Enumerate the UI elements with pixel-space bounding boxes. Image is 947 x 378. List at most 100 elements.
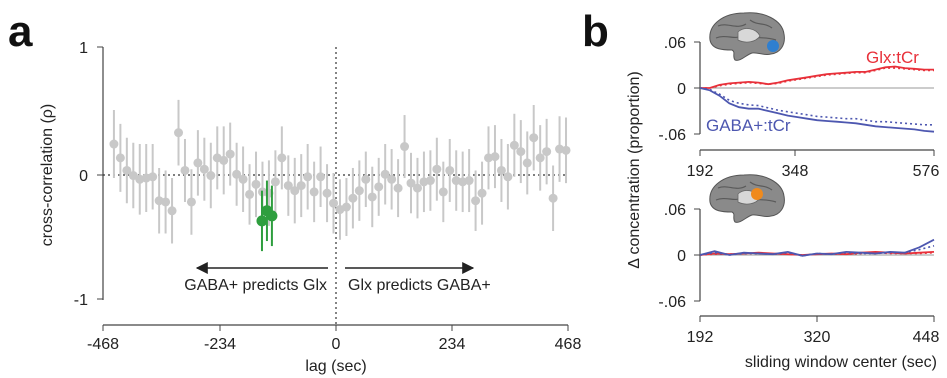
data-point [322,188,332,198]
data-point [509,140,519,150]
data-point [445,165,455,175]
data-point [329,198,339,208]
panel-a-chart: 1 0 -1 cross-correlation (ρ) -468 -234 0… [39,40,581,375]
data-point [225,149,235,159]
panel-b-top-ytick-label-top: .06 [664,35,686,52]
panel-b-top-xtick-label-2: 348 [782,163,809,180]
data-point [393,183,403,193]
series-line-gaba-tcrsolid [699,87,935,133]
panel-letter-b: b [582,7,609,56]
data-point [109,139,119,149]
data-point [522,158,532,168]
data-point [238,174,248,184]
annotation-right: Glx predicts GABA+ [348,277,491,294]
panel-a-xtick-label-1: -468 [87,336,119,353]
data-point [290,186,300,196]
data-point [400,142,410,152]
data-point [354,186,364,196]
data-point [477,188,487,198]
panel-b-bottom-ytick-label-bottom: -.06 [658,294,686,311]
data-point [438,187,448,197]
panel-b-top-lines [699,65,935,133]
panel-b-bottom-ytick-label-top: .06 [664,202,686,219]
data-point [361,174,371,184]
data-point [193,158,203,168]
data-point [161,197,171,207]
data-point [303,172,313,182]
data-point [309,187,319,197]
panel-a-xlabel: lag (sec) [305,358,366,375]
data-point [277,153,287,163]
data-point [496,165,506,175]
data-point [245,189,255,199]
data-point [406,178,416,188]
data-point [374,182,384,192]
panel-a-ytick-label-bottom: -1 [74,292,88,309]
brain-region-blue-icon [709,12,785,61]
panel-a-xtick-label-2: -234 [204,336,236,353]
data-point [206,171,216,181]
data-point [251,179,261,189]
data-point [122,165,132,175]
legend-gaba-label: GABA+:tCr [706,116,791,135]
legend-glx-label: Glx:tCr [866,48,919,67]
data-point [432,164,442,174]
series-line-gaba-tcrdotted [699,245,935,257]
brain-region-orange-icon [709,174,785,223]
data-point [548,193,558,203]
panel-a-xtick-label-3: 0 [332,336,341,353]
panel-b-top-ytick-label-bottom: -.06 [658,127,686,144]
data-point [535,153,545,163]
panel-b-xlabel: sliding window center (sec) [745,354,937,371]
panel-b-bottom-xtick-label-3: 448 [913,329,940,346]
panel-b-bottom-lines [699,238,935,257]
data-point [367,192,377,202]
data-point [167,206,177,216]
data-point [186,197,196,207]
data-point [387,174,397,184]
panel-b-bottom-xtick-label-1: 192 [687,329,714,346]
data-point [199,164,209,174]
data-point [219,155,229,165]
data-point [232,169,242,179]
panel-b-top-chart: .06 0 -.06 192 348 576 Glx:tCr GABA+:tCr [658,12,939,180]
data-point [542,147,552,157]
data-point [148,172,158,182]
data-point [341,202,351,212]
data-point [516,147,526,157]
series-line-gaba-tcrdotted [699,87,934,126]
data-point [180,165,190,175]
data-point [490,152,500,162]
data-point [425,176,435,186]
data-point [464,176,474,186]
data-point [270,177,280,187]
significant-data-point [266,210,278,222]
panel-a-ytick-label-top: 1 [79,40,88,57]
panel-letter-a: a [8,7,33,56]
data-point [283,181,293,191]
data-point [316,172,326,182]
data-point [174,128,184,138]
panel-a-xtick-label-5: 468 [555,336,582,353]
series-line-glx-tcrdotted [700,67,934,89]
data-point [471,196,481,206]
data-point [348,193,358,203]
panel-a-points [109,99,571,252]
data-point [529,133,539,143]
panel-a-ytick-label-zero: 0 [79,168,88,185]
panel-b-bottom-xtick-label-2: 320 [804,329,831,346]
data-point [296,181,306,191]
panel-a-xtick-label-4: 234 [439,336,466,353]
panel-b-ylabel: Δ concentration (proportion) [626,71,643,268]
panel-b-bottom-chart: .06 0 -.06 192 320 448 sliding window ce… [658,174,940,371]
data-point [115,153,125,163]
panel-b-top-ytick-label-zero: 0 [677,81,686,98]
panel-a-ylabel: cross-correlation (ρ) [39,104,56,246]
series-line-glx-tcrsolid [700,65,934,89]
data-point [380,169,390,179]
data-point [412,183,422,193]
panel-b-top-xtick-label-1: 192 [687,163,714,180]
data-point [503,172,513,182]
annotation-left: GABA+ predicts Glx [184,277,327,294]
